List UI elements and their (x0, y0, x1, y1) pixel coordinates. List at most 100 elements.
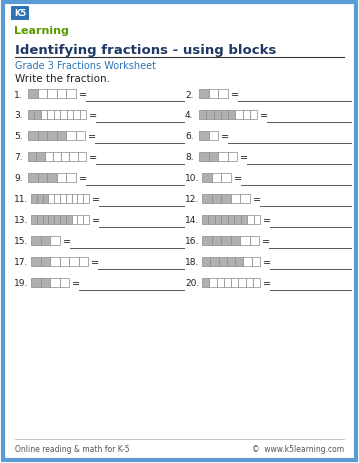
Bar (54, 111, 60, 120)
Bar (41, 278, 50, 288)
Text: 11.: 11. (14, 195, 28, 204)
Bar (221, 237, 230, 245)
Bar (56, 174, 66, 182)
FancyBboxPatch shape (11, 7, 29, 21)
Text: 10.: 10. (185, 174, 199, 183)
Text: Write the fraction.: Write the fraction. (15, 74, 110, 84)
Bar (53, 153, 61, 162)
Text: 2.: 2. (185, 90, 194, 99)
Bar (60, 111, 67, 120)
Bar (209, 131, 218, 141)
Bar (235, 111, 242, 120)
Text: Learning: Learning (14, 26, 69, 36)
Text: =: = (88, 131, 96, 142)
Bar (202, 174, 211, 182)
Bar (221, 111, 228, 120)
Bar (28, 153, 36, 162)
Bar (202, 278, 209, 288)
Bar (47, 174, 56, 182)
Bar (202, 194, 211, 204)
Text: =: = (62, 237, 71, 246)
Text: =: = (252, 194, 261, 205)
Text: =: = (221, 131, 229, 142)
Bar (73, 111, 80, 120)
Text: =: = (79, 174, 87, 184)
Bar (36, 153, 45, 162)
Bar (47, 131, 56, 141)
Bar (218, 90, 228, 99)
Bar (66, 174, 75, 182)
Bar (250, 237, 259, 245)
Bar (240, 194, 250, 204)
Bar (67, 111, 73, 120)
Text: 14.: 14. (185, 216, 199, 225)
Bar (209, 278, 216, 288)
Bar (78, 194, 83, 204)
Bar (228, 153, 237, 162)
Text: =: = (260, 111, 268, 121)
Text: 4.: 4. (185, 111, 194, 120)
Bar (45, 153, 53, 162)
Bar (37, 90, 47, 99)
Bar (37, 216, 43, 225)
Bar (210, 257, 219, 266)
Bar (50, 278, 60, 288)
Bar (243, 257, 252, 266)
Bar (60, 216, 66, 225)
Bar (240, 237, 250, 245)
Text: =: = (91, 257, 99, 268)
Bar (221, 194, 230, 204)
Bar (222, 216, 228, 225)
Bar (28, 90, 37, 99)
Text: 19.: 19. (14, 279, 28, 288)
Text: 8.: 8. (185, 153, 194, 162)
Bar (241, 216, 247, 225)
Bar (238, 278, 246, 288)
Bar (231, 278, 238, 288)
Bar (199, 111, 206, 120)
Bar (246, 278, 253, 288)
Bar (28, 131, 37, 141)
Text: 1.: 1. (14, 90, 23, 99)
Bar (202, 257, 210, 266)
Text: =: = (262, 237, 270, 246)
Bar (252, 257, 260, 266)
Bar (199, 90, 209, 99)
Bar (234, 216, 241, 225)
Bar (209, 90, 218, 99)
Bar (66, 216, 71, 225)
Text: =: = (263, 278, 271, 288)
Bar (48, 194, 54, 204)
Bar (214, 111, 221, 120)
Bar (28, 111, 34, 120)
Text: 5.: 5. (14, 132, 23, 141)
Bar (31, 257, 41, 266)
Text: 16.: 16. (185, 237, 199, 246)
Text: Online reading & math for K-5: Online reading & math for K-5 (15, 444, 130, 454)
Bar (78, 153, 86, 162)
Text: K5: K5 (14, 9, 26, 19)
Bar (37, 131, 47, 141)
Bar (61, 153, 69, 162)
Text: Identifying fractions - using blocks: Identifying fractions - using blocks (15, 44, 276, 57)
Bar (80, 111, 86, 120)
Text: 13.: 13. (14, 216, 28, 225)
Text: 20.: 20. (185, 279, 199, 288)
Bar (31, 237, 41, 245)
Bar (41, 237, 50, 245)
Bar (83, 216, 89, 225)
Text: =: = (79, 90, 87, 100)
Bar (54, 194, 60, 204)
Text: ©  www.k5learning.com: © www.k5learning.com (252, 444, 344, 454)
Bar (41, 111, 47, 120)
Bar (43, 194, 48, 204)
Bar (28, 174, 37, 182)
Bar (211, 194, 221, 204)
Bar (250, 111, 257, 120)
Bar (56, 90, 66, 99)
Text: =: = (263, 216, 271, 225)
Text: 6.: 6. (185, 132, 194, 141)
Bar (31, 194, 37, 204)
Text: =: = (240, 153, 248, 163)
Text: =: = (233, 174, 242, 184)
